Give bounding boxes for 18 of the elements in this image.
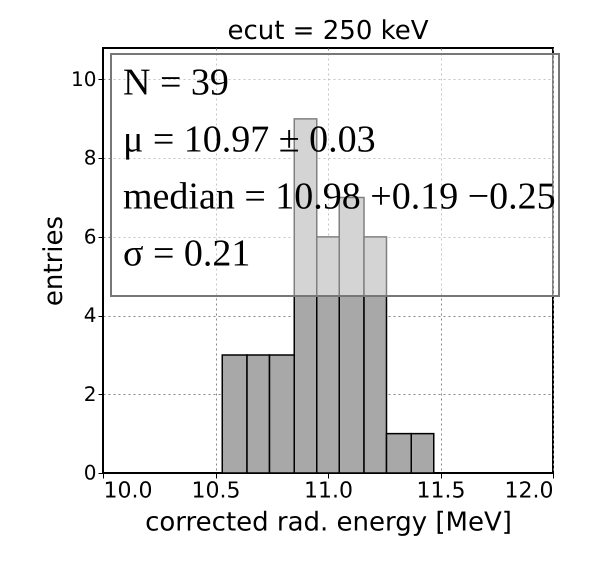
x-tick-label: 10.5 [192,478,240,504]
annotation: σ = 0.21 [123,232,250,274]
chart-title: ecut = 250 keV [227,16,429,46]
x-tick-label: 11.5 [416,478,466,504]
y-tick-label: 2 [84,382,96,406]
y-tick-label: 6 [84,224,96,248]
y-tick-label: 4 [84,303,96,328]
annotation: N = 39 [123,61,229,104]
x-tick-label: 12.0 [504,478,554,504]
x-tick-label: 11.0 [304,478,353,504]
y-tick-label: 10 [71,66,96,91]
y-tick-label: 8 [84,146,96,170]
annotation: median = 10.98 +0.19 −0.25 [123,175,556,218]
x-tick-label: 10.0 [104,478,152,504]
y-tick-label: 0 [84,460,96,484]
x-axis-title: corrected rad. energy [MeV] [145,508,512,538]
y-axis-title: entries [39,216,70,306]
annotation: μ = 10.97 ± 0.03 [123,118,376,160]
